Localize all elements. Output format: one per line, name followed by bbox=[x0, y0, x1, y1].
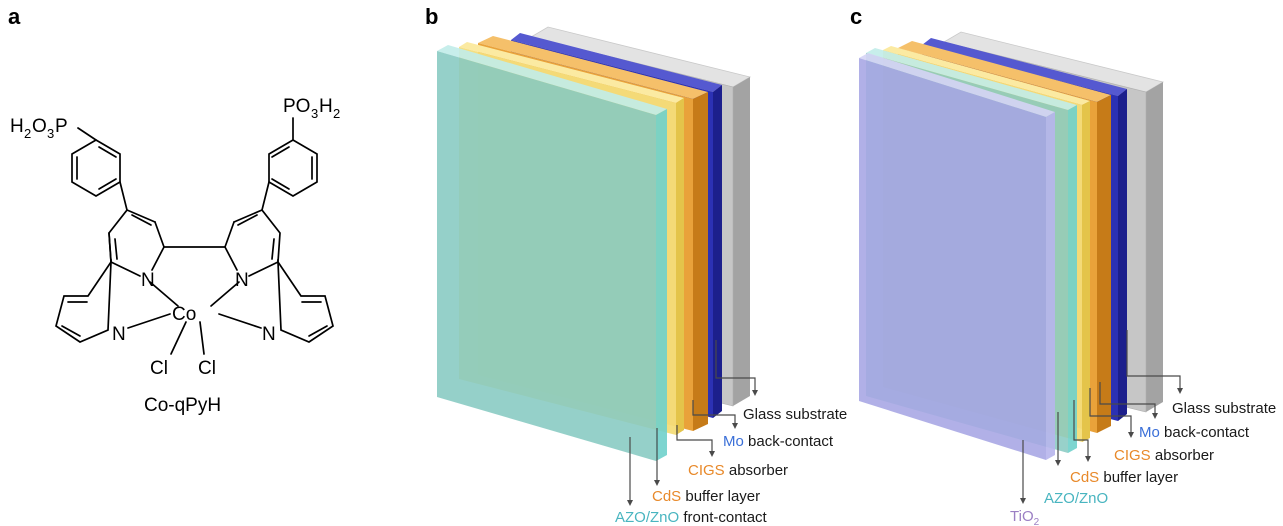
atom-cl-2: Cl bbox=[198, 358, 216, 379]
label-b-azo-colored: AZO/ZnO bbox=[615, 509, 679, 526]
left-h: H bbox=[10, 116, 24, 137]
co-n-bond-1 bbox=[149, 281, 179, 307]
atom-n-2: N bbox=[235, 270, 249, 291]
label-c-cigs: CIGS absorber bbox=[1114, 447, 1214, 464]
label-b-glass-text: Glass substrate bbox=[743, 406, 847, 423]
label-b-cds-text: buffer layer bbox=[681, 488, 760, 505]
device-b: Glass substrate Mo back-contact CIGS abs… bbox=[437, 26, 847, 526]
label-b-mo-colored: Mo bbox=[723, 433, 744, 450]
atom-n-3: N bbox=[112, 324, 126, 345]
leader-cds bbox=[1073, 400, 1089, 458]
co-cl-bond-2 bbox=[199, 321, 205, 355]
label-c-azo-colored: AZO/ZnO bbox=[1044, 490, 1108, 507]
label-c-azo: AZO/ZnO bbox=[1044, 490, 1108, 507]
left-o-sub: 3 bbox=[47, 126, 54, 141]
label-b-cigs-colored: CIGS bbox=[688, 462, 725, 479]
label-c-cigs-colored: CIGS bbox=[1114, 447, 1151, 464]
leader-mo bbox=[1099, 382, 1156, 415]
device-c: Glass substrate Mo back-contact CIGS abs… bbox=[859, 31, 1276, 526]
label-c-cds: CdS buffer layer bbox=[1070, 469, 1178, 486]
right-h: H bbox=[319, 96, 333, 117]
label-b-glass: Glass substrate bbox=[743, 406, 847, 423]
atom-n-4: N bbox=[262, 324, 276, 345]
label-b-cds-colored: CdS bbox=[652, 488, 681, 505]
label-b-cigs: CIGS absorber bbox=[688, 462, 788, 479]
leader-glass bbox=[1126, 330, 1181, 390]
label-b-mo-text: back-contact bbox=[744, 433, 834, 450]
label-c-mo-colored: Mo bbox=[1139, 424, 1160, 441]
panel-letter-b: b bbox=[425, 4, 438, 29]
label-c-glass: Glass substrate bbox=[1172, 400, 1276, 417]
label-c-tio2-sub: 2 bbox=[1034, 517, 1040, 526]
leader-mo bbox=[692, 400, 736, 425]
panel-letter-a: a bbox=[8, 4, 21, 29]
right-phenyl-ring bbox=[268, 117, 318, 197]
co-n-bond-4 bbox=[218, 313, 262, 329]
right-phosphonic-group: PO 3 H 2 bbox=[283, 96, 340, 121]
molecule-structure: N N N N Co Cl Cl H 2 O 3 P PO 3 H 2 bbox=[10, 96, 340, 379]
label-b-azo: AZO/ZnO front-contact bbox=[615, 509, 768, 526]
co-cl-bond-1 bbox=[170, 321, 187, 355]
right-po: PO bbox=[283, 96, 310, 117]
label-b-mo: Mo back-contact bbox=[723, 433, 834, 450]
label-c-cigs-text: absorber bbox=[1151, 447, 1214, 464]
label-c-tio2-colored: TiO bbox=[1010, 508, 1034, 525]
label-b-cigs-text: absorber bbox=[725, 462, 788, 479]
right-o-sub: 3 bbox=[311, 106, 318, 121]
right-terminal-pyridine bbox=[277, 259, 334, 343]
label-b-cds: CdS buffer layer bbox=[652, 488, 760, 505]
right-central-pyridine bbox=[163, 181, 281, 277]
layer-tio2 bbox=[859, 53, 1055, 460]
right-h-sub: 2 bbox=[333, 106, 340, 121]
leader-cigs bbox=[676, 425, 713, 453]
label-c-tio2: TiO2 bbox=[1010, 508, 1040, 526]
leader-glass bbox=[715, 340, 756, 392]
left-phosphonic-group: H 2 O 3 P bbox=[10, 116, 68, 141]
atom-co: Co bbox=[172, 304, 196, 325]
left-p: P bbox=[55, 116, 68, 137]
label-c-glass-text: Glass substrate bbox=[1172, 400, 1276, 417]
leader-cigs bbox=[1089, 388, 1132, 434]
atom-cl-1: Cl bbox=[150, 358, 168, 379]
label-c-mo: Mo back-contact bbox=[1139, 424, 1250, 441]
compound-name: Co-qPyH bbox=[144, 395, 221, 416]
left-o: O bbox=[32, 116, 47, 137]
panel-letter-c: c bbox=[850, 4, 862, 29]
layer-azo-zno bbox=[437, 45, 667, 461]
label-c-cds-text: buffer layer bbox=[1099, 469, 1178, 486]
left-phenyl-ring bbox=[71, 127, 121, 197]
label-c-cds-colored: CdS bbox=[1070, 469, 1099, 486]
co-n-bond-3 bbox=[127, 313, 171, 329]
label-b-azo-text: front-contact bbox=[679, 509, 767, 526]
left-h-sub: 2 bbox=[24, 126, 31, 141]
left-central-pyridine bbox=[108, 181, 165, 277]
left-terminal-pyridine bbox=[55, 259, 112, 343]
atom-n-1: N bbox=[141, 270, 155, 291]
label-c-mo-text: back-contact bbox=[1160, 424, 1250, 441]
co-n-bond-2 bbox=[210, 281, 240, 307]
